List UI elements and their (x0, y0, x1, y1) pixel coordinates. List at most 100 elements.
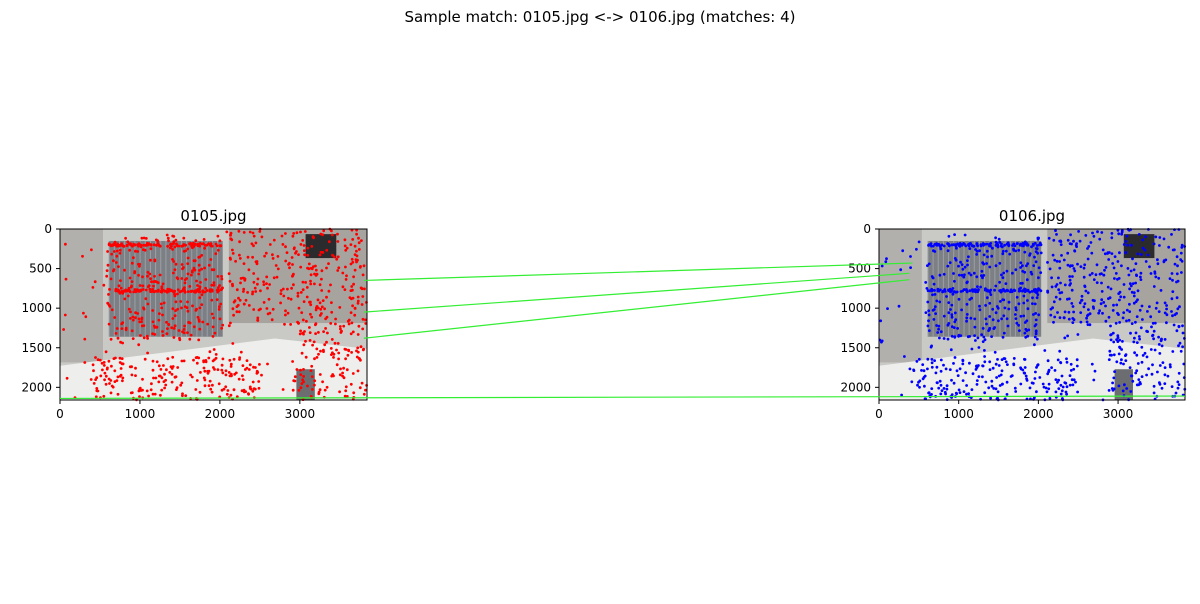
keypoint (153, 290, 156, 294)
keypoint (1014, 268, 1018, 272)
keypoint (127, 307, 131, 311)
keypoint (937, 324, 941, 328)
keypoint (210, 390, 214, 394)
keypoint (1003, 306, 1007, 310)
keypoint (145, 242, 149, 245)
keypoint (189, 373, 193, 377)
keypoint (1111, 262, 1115, 265)
keypoint (172, 336, 176, 339)
keypoint (158, 244, 162, 248)
keypoint (104, 350, 108, 354)
keypoint (1025, 278, 1029, 282)
keypoint (1158, 364, 1162, 367)
keypoint (1022, 301, 1026, 305)
keypoint (123, 289, 127, 293)
keypoint (1107, 258, 1111, 261)
keypoint (186, 290, 190, 293)
keypoint (116, 289, 120, 293)
keypoint (144, 288, 148, 292)
keypoint (355, 349, 358, 353)
keypoint (1110, 252, 1114, 256)
keypoint (176, 288, 180, 292)
keypoint (939, 392, 943, 396)
keypoint (343, 394, 347, 398)
keypoint (180, 359, 184, 363)
keypoint (1019, 367, 1023, 371)
keypoint (188, 285, 192, 288)
keypoint (115, 379, 119, 382)
keypoint (1055, 259, 1059, 263)
keypoint (1073, 269, 1077, 273)
keypoint (1177, 371, 1181, 375)
keypoint (215, 244, 219, 248)
keypoint (262, 283, 266, 286)
keypoint (1088, 323, 1092, 327)
keypoint (96, 358, 100, 362)
wall-right (1047, 229, 1185, 324)
keypoint (1033, 255, 1036, 259)
keypoint (886, 307, 889, 310)
keypoint (990, 254, 994, 258)
keypoint (220, 277, 224, 281)
keypoint (91, 363, 95, 367)
keypoint (141, 377, 144, 381)
keypoint (138, 284, 142, 287)
keypoint (224, 373, 228, 377)
keypoint (1130, 290, 1134, 294)
keypoint (192, 358, 195, 362)
keypoint (1121, 389, 1125, 393)
keypoint (1058, 316, 1062, 319)
keypoint (214, 252, 218, 256)
keypoint (962, 275, 966, 279)
keypoint (291, 234, 295, 238)
keypoint (159, 393, 162, 397)
keypoint (975, 366, 979, 369)
keypoint (934, 312, 937, 315)
keypoint (200, 267, 204, 271)
keypoint (218, 239, 222, 243)
keypoint (1170, 233, 1173, 236)
keypoint (123, 297, 127, 301)
keypoint (229, 365, 233, 368)
keypoint (1116, 228, 1120, 232)
keypoint (320, 277, 323, 281)
keypoint (252, 244, 255, 248)
keypoint (986, 255, 989, 259)
keypoint (110, 308, 114, 312)
keypoint (1015, 295, 1019, 299)
keypoint (1181, 324, 1184, 328)
keypoint (238, 253, 241, 257)
keypoint (120, 290, 124, 293)
keypoint (183, 289, 187, 292)
keypoint (978, 304, 981, 308)
keypoint (1085, 320, 1089, 324)
keypoint (191, 304, 194, 308)
keypoint (186, 247, 190, 251)
keypoint (210, 312, 214, 316)
keypoint (1112, 303, 1115, 307)
keypoint (235, 310, 239, 314)
keypoint (948, 261, 952, 264)
keypoint (910, 380, 914, 384)
keypoint (1055, 283, 1059, 286)
keypoint (266, 362, 269, 366)
keypoint (1078, 301, 1082, 305)
keypoint (967, 255, 970, 259)
keypoint (112, 259, 115, 263)
keypoint (997, 374, 1001, 378)
keypoint (139, 389, 143, 392)
keypoint (1025, 329, 1029, 333)
keypoint (1035, 244, 1039, 247)
keypoint (1141, 246, 1145, 250)
keypoint (229, 362, 233, 366)
keypoint (1124, 251, 1127, 255)
keypoint (1136, 289, 1140, 293)
keypoint (178, 336, 181, 340)
keypoint (237, 310, 241, 314)
keypoint (320, 305, 324, 309)
keypoint (1071, 305, 1075, 308)
keypoint (1165, 321, 1168, 325)
keypoint (186, 309, 190, 313)
keypoint (356, 333, 360, 336)
keypoint (1104, 319, 1108, 323)
